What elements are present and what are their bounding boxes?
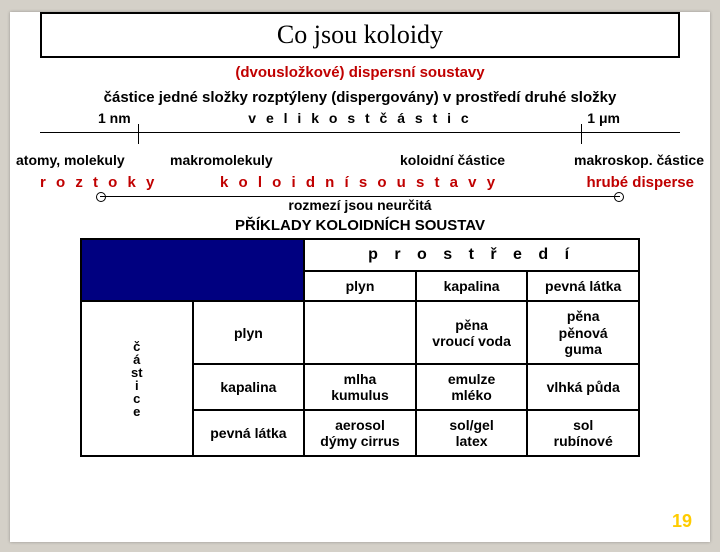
dot-left-icon [96, 192, 106, 202]
slide: Co jsou koloidy (dvousložkové) dispersní… [10, 12, 710, 542]
colloid-table: p r o s t ř e d í plyn kapalina pevná lá… [80, 238, 640, 457]
label-atomy: atomy, molekuly [16, 152, 125, 168]
dot-right-icon [614, 192, 624, 202]
examples-title: PŘÍKLADY KOLOIDNÍCH SOUSTAV [10, 217, 710, 234]
subtitle: (dvousložkové) dispersní soustavy [10, 64, 710, 81]
table-cell: aerosoldýmy cirrus [304, 410, 416, 456]
scale-line [40, 132, 680, 133]
rozmezi-text: rozmezí jsou neurčitá [90, 197, 630, 213]
table-row: č á st i c e plyn pěnavroucí voda pěnapě… [81, 301, 639, 363]
title-box: Co jsou koloidy [40, 12, 680, 58]
label-koloidni: koloidní částice [400, 152, 505, 168]
table-cell: mlhakumulus [304, 364, 416, 410]
col-header: pevná látka [527, 271, 639, 301]
table-cell: pěnapěnováguma [527, 301, 639, 363]
particle-labels-row: atomy, molekuly makromolekuly koloidní č… [10, 152, 710, 170]
table-cell: pěnavroucí voda [416, 301, 528, 363]
rozmezi-bar [100, 196, 620, 197]
side-label: č á st i c e [81, 301, 193, 456]
rozmezi-wrap: rozmezí jsou neurčitá [90, 196, 630, 213]
table-row: p r o s t ř e d í [81, 239, 639, 271]
col-header: kapalina [416, 271, 528, 301]
env-header: p r o s t ř e d í [304, 239, 639, 271]
label-koloidni-soustavy: k o l o i d n í s o u s t a v y [220, 174, 498, 191]
table-cell: solrubínové [527, 410, 639, 456]
table-corner [81, 239, 304, 301]
label-hrube-disperse: hrubé disperse [586, 174, 694, 191]
table-cell: sol/gellatex [416, 410, 528, 456]
system-labels-row: r o z t o k y k o l o i d n í s o u s t … [10, 174, 710, 194]
label-makromolekuly: makromolekuly [170, 152, 273, 168]
page-title: Co jsou koloidy [277, 20, 443, 49]
table-cell: vlhká půda [527, 364, 639, 410]
tick-right [581, 124, 582, 144]
scale-center: v e l i k o s t č á s t i c [40, 110, 680, 126]
row-label: kapalina [193, 364, 305, 410]
col-header: plyn [304, 271, 416, 301]
table-cell: emulzemléko [416, 364, 528, 410]
description: částice jedné složky rozptýleny (disperg… [10, 89, 710, 106]
label-roztoky: r o z t o k y [40, 174, 157, 191]
scale-row: 1 nm v e l i k o s t č á s t i c 1 μm [40, 110, 680, 146]
table-cell [304, 301, 416, 363]
label-makroskop: makroskop. částice [574, 152, 704, 168]
scale-right: 1 μm [587, 110, 620, 126]
row-label: plyn [193, 301, 305, 363]
row-label: pevná látka [193, 410, 305, 456]
page-number: 19 [672, 511, 692, 532]
tick-left [138, 124, 139, 144]
